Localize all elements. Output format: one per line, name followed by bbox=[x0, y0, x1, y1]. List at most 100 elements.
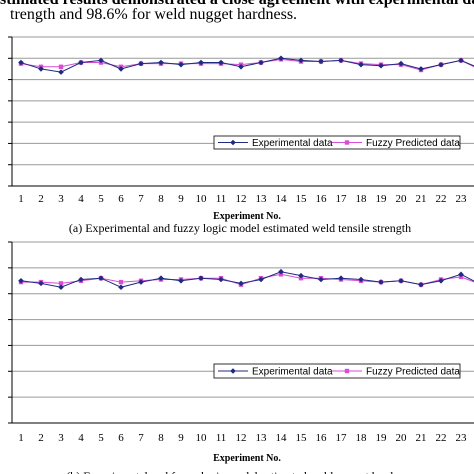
data-point bbox=[218, 276, 224, 283]
x-tick-label: 14 bbox=[276, 432, 288, 444]
chart-1: 1234567891011121314151617181920212223242… bbox=[8, 36, 474, 235]
x-tick-label: 22 bbox=[436, 193, 447, 205]
x-tick-label: 20 bbox=[396, 432, 408, 444]
data-point bbox=[258, 276, 264, 283]
x-tick-label: 21 bbox=[416, 432, 427, 444]
data-point bbox=[98, 275, 104, 281]
chart-caption: (a) Experimental and fuzzy logic model e… bbox=[69, 221, 411, 235]
legend-marker bbox=[344, 368, 350, 374]
data-point bbox=[418, 281, 424, 288]
data-point bbox=[298, 57, 304, 64]
data-point bbox=[338, 275, 344, 281]
data-point bbox=[178, 61, 184, 68]
x-tick-label: 3 bbox=[58, 193, 64, 205]
data-point bbox=[78, 59, 84, 66]
data-point bbox=[358, 276, 364, 283]
x-tick-label: 1 bbox=[18, 432, 24, 444]
data-point bbox=[278, 55, 284, 62]
data-point bbox=[138, 60, 144, 67]
series-experimental-data bbox=[18, 268, 474, 291]
x-tick-label: 13 bbox=[256, 193, 268, 205]
x-tick-label: 19 bbox=[376, 193, 388, 205]
data-point bbox=[438, 61, 444, 68]
data-point bbox=[198, 275, 204, 281]
data-point bbox=[338, 57, 344, 64]
x-tick-label: 9 bbox=[178, 432, 184, 444]
x-tick-label: 10 bbox=[196, 193, 208, 205]
data-point bbox=[418, 66, 424, 72]
x-tick-label: 7 bbox=[138, 432, 144, 444]
x-tick-label: 8 bbox=[158, 193, 164, 205]
x-tick-label: 18 bbox=[356, 432, 368, 444]
data-point bbox=[38, 280, 44, 287]
x-tick-label: 17 bbox=[336, 193, 348, 205]
data-point bbox=[318, 58, 324, 65]
x-axis-label: Experiment No. bbox=[213, 453, 281, 464]
x-tick-label: 13 bbox=[256, 432, 268, 444]
data-point bbox=[78, 276, 84, 283]
data-point bbox=[398, 277, 404, 284]
data-point bbox=[238, 280, 244, 287]
x-tick-label: 20 bbox=[396, 193, 408, 205]
data-point bbox=[158, 275, 164, 281]
data-point bbox=[278, 268, 284, 275]
data-point bbox=[138, 279, 144, 285]
x-tick-label: 23 bbox=[456, 432, 468, 444]
data-point bbox=[58, 69, 64, 75]
series-line bbox=[20, 57, 474, 73]
x-tick-label: 4 bbox=[78, 432, 84, 444]
x-tick-label: 12 bbox=[236, 432, 247, 444]
data-point bbox=[58, 281, 64, 286]
data-point bbox=[358, 61, 364, 68]
data-point bbox=[458, 271, 464, 278]
data-point bbox=[58, 64, 64, 69]
data-point bbox=[58, 284, 64, 291]
x-tick-label: 9 bbox=[178, 193, 184, 205]
header-line-2: trength and 98.6% for weld nugget hardne… bbox=[10, 6, 298, 23]
x-tick-label: 21 bbox=[416, 193, 427, 205]
data-point bbox=[238, 64, 244, 70]
x-tick-label: 22 bbox=[436, 432, 447, 444]
x-tick-label: 23 bbox=[456, 193, 468, 205]
data-point bbox=[218, 59, 224, 66]
data-point bbox=[318, 276, 324, 283]
data-point bbox=[298, 272, 304, 279]
data-point bbox=[198, 59, 204, 66]
x-tick-label: 1 bbox=[18, 193, 24, 205]
data-point bbox=[158, 59, 164, 66]
data-point bbox=[98, 57, 104, 64]
x-tick-label: 16 bbox=[316, 193, 328, 205]
x-tick-label: 5 bbox=[98, 193, 104, 205]
x-tick-label: 6 bbox=[118, 193, 124, 205]
data-point bbox=[458, 57, 464, 64]
x-tick-label: 6 bbox=[118, 432, 124, 444]
legend-label: Experimental data bbox=[252, 367, 333, 378]
data-point bbox=[378, 62, 384, 69]
x-tick-label: 12 bbox=[236, 193, 247, 205]
x-tick-label: 3 bbox=[58, 432, 64, 444]
data-point bbox=[118, 66, 124, 72]
legend-label: Fuzzy Predicted data bbox=[366, 367, 460, 378]
data-point bbox=[178, 277, 184, 284]
legend-marker bbox=[230, 139, 236, 146]
x-tick-label: 14 bbox=[276, 193, 288, 205]
x-tick-label: 5 bbox=[98, 432, 104, 444]
chart-2: 1234567891011121314151617181920212223242… bbox=[8, 241, 474, 474]
legend: Experimental data Fuzzy Predicted data bbox=[213, 363, 461, 379]
x-tick-label: 15 bbox=[296, 193, 308, 205]
x-tick-label: 11 bbox=[216, 193, 227, 205]
header-line-1: stimated results demonstrated a close ag… bbox=[0, 0, 474, 9]
x-tick-label: 2 bbox=[38, 432, 44, 444]
x-tick-label: 10 bbox=[196, 432, 208, 444]
data-point bbox=[118, 279, 124, 285]
x-tick-label: 17 bbox=[336, 432, 348, 444]
x-tick-label: 8 bbox=[158, 432, 164, 444]
data-point bbox=[18, 277, 24, 284]
x-tick-label: 2 bbox=[38, 193, 44, 205]
chart-caption: (b) Experimental and fuzzy logic model e… bbox=[66, 469, 414, 474]
x-tick-label: 4 bbox=[78, 193, 84, 205]
data-point bbox=[378, 279, 384, 285]
data-point bbox=[258, 59, 264, 66]
x-tick-label: 19 bbox=[376, 432, 388, 444]
